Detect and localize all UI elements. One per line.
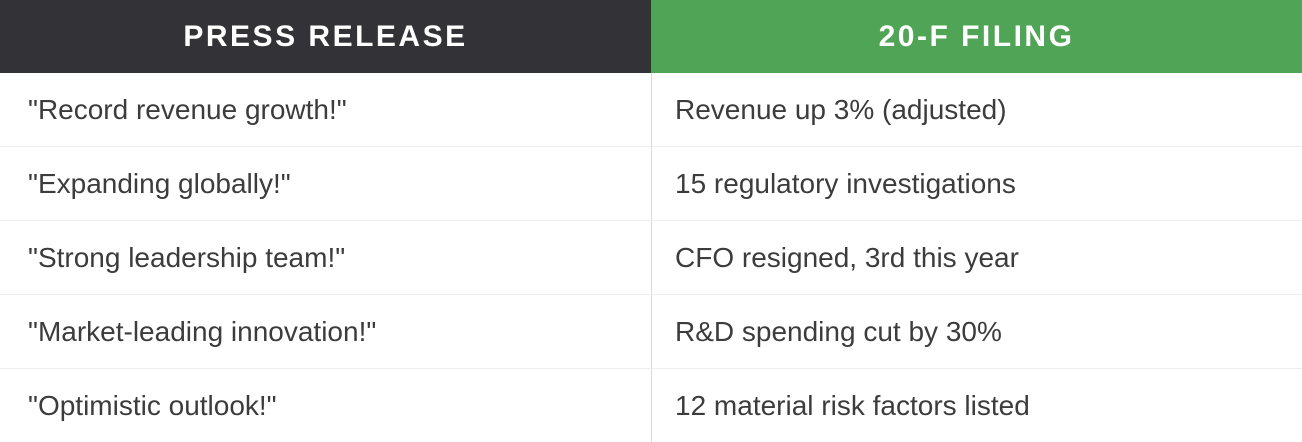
press-release-cell: "Market-leading innovation!" <box>28 315 377 347</box>
press-release-cell: "Strong leadership team!" <box>28 241 346 273</box>
press-release-cell: "Optimistic outlook!" <box>28 389 277 421</box>
filing-cell: 15 regulatory investigations <box>651 147 1302 220</box>
table-row: "Strong leadership team!" CFO resigned, … <box>0 221 1302 295</box>
table-row: "Expanding globally!" 15 regulatory inve… <box>0 147 1302 221</box>
table-row: "Market-leading innovation!" R&D spendin… <box>0 295 1302 369</box>
filing-cell: Revenue up 3% (adjusted) <box>651 73 1302 146</box>
press-release-column-header: PRESS RELEASE <box>0 0 651 73</box>
filing-cell: R&D spending cut by 30% <box>651 295 1302 368</box>
table-row: "Record revenue growth!" Revenue up 3% (… <box>0 73 1302 147</box>
filing-cell: 12 material risk factors listed <box>651 369 1302 442</box>
filing-cell: CFO resigned, 3rd this year <box>651 221 1302 294</box>
table-body: "Record revenue growth!" Revenue up 3% (… <box>0 73 1302 442</box>
press-release-cell: "Expanding globally!" <box>28 167 291 199</box>
filing-column-header: 20-F FILING <box>651 0 1302 73</box>
table-row: "Optimistic outlook!" 12 material risk f… <box>0 369 1302 442</box>
press-release-cell: "Record revenue growth!" <box>28 93 347 125</box>
table-header-row: PRESS RELEASE 20-F FILING <box>0 0 1302 73</box>
